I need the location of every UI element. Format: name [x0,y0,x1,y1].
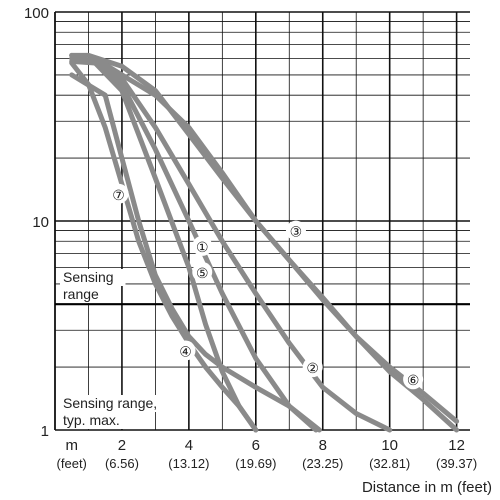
series-marker-bg-6 [403,369,424,390]
x-tick-label: 12 [448,437,465,454]
x-tick-label: 2 [118,437,126,454]
sensing-range-label-line: range [63,286,99,302]
series-marker-bg-3 [285,220,306,241]
x-tick-sub-label: (23.25) [302,456,343,471]
series-marker-5: ⑤ [196,265,209,281]
series-marker-bg-5 [192,262,213,283]
sensing-range-label-bg [60,286,109,303]
x-tick-sub-label: (6.56) [105,456,139,471]
series-curve-6 [69,55,460,424]
series-markers: ① ② ③ ④ ⑤ ⑥ ⑦ [108,183,424,390]
x-tick-label: 4 [185,437,193,454]
x-axis-title: Distance in m (feet) [362,479,492,496]
series-curve-7 [69,60,259,433]
x-tick-sub-label: (13.12) [168,456,209,471]
series-marker-3: ③ [290,224,303,240]
series-marker-7: ⑦ [112,187,125,203]
x-tick-sub-label: (39.37) [436,456,477,471]
y-tick-label: 1 [41,423,49,440]
tick-labels: 1 10 100 m (feet) 2 (6.56) 4 (13.12) 6 (19.69) 8 (23… [24,5,492,496]
series-curve-5 [69,58,393,433]
x-tick-sub-label: (19.69) [235,456,276,471]
series-marker-bg-1 [192,235,213,256]
sensing-range-max-label-line: Sensing range, [63,395,157,411]
x-tick-sub-label: (32.81) [369,456,410,471]
sensing-range-label-line: Sensing [63,269,114,285]
sensing-range-max-label-bg [60,395,185,412]
series-marker-6: ⑥ [407,372,420,388]
x-sub-unit-label: (feet) [57,456,87,471]
sensing-range-max-label-bg [60,412,143,429]
y-tick-label: 100 [24,5,49,22]
series-marker-bg-2 [302,357,323,378]
x-tick-label: 10 [381,437,398,454]
series-marker-bg-4 [175,340,196,361]
sensing-range-label-bg [60,269,126,286]
x-tick-label: 8 [319,437,327,454]
series-marker-2: ② [306,360,319,376]
series-marker-1: ① [196,239,209,255]
grid [54,11,470,431]
series-curve-4 [69,72,322,433]
sensing-range-max-label-line: typ. max. [63,412,120,428]
x-unit-label: m [65,437,78,454]
series-marker-4: ④ [179,344,192,360]
series-curves [69,52,460,433]
y-tick-label: 10 [32,214,49,231]
series-marker-bg-7 [108,183,129,204]
x-tick-label: 6 [252,437,260,454]
